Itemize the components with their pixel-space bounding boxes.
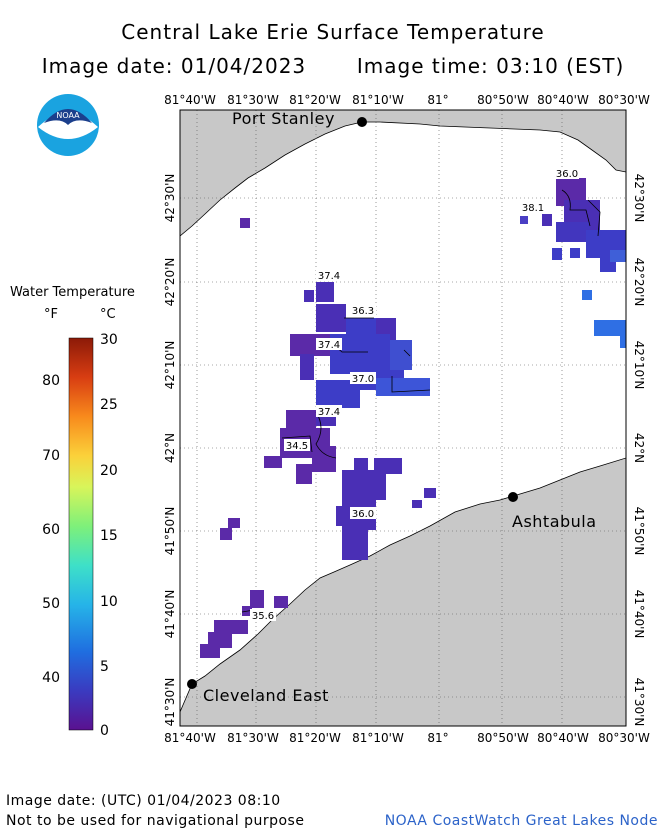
lat-label: 41°50'N <box>632 507 646 556</box>
legend-c-tick: 5 <box>100 659 109 675</box>
lat-label: 42°30'N <box>632 174 646 223</box>
contour-labels: 36.0 38.1 37.4 36.3 37.4 37.0 37.4 34.5 … <box>250 167 579 622</box>
lat-label: 41°30'N <box>163 678 177 727</box>
place-port-stanley: Port Stanley <box>232 109 335 128</box>
land-canada <box>180 110 626 237</box>
lat-label: 41°40'N <box>163 590 177 639</box>
legend-unit-f: °F <box>44 307 58 322</box>
legend-c-tick: 25 <box>100 397 118 413</box>
lon-label: 80°30'W <box>598 731 650 745</box>
lat-labels-right: 42°30'N 42°20'N 42°10'N 42°N 41°50'N 41°… <box>632 174 646 727</box>
lon-label: 81°40'W <box>164 731 216 745</box>
contour-label: 35.6 <box>252 611 274 622</box>
lon-label: 80°50'W <box>477 731 529 745</box>
lon-label: 80°40'W <box>537 93 589 107</box>
legend-f-tick: 40 <box>42 670 60 686</box>
footer-disclaimer: Not to be used for navigational purpose <box>6 813 305 829</box>
image-date-time: Image date: 01/04/2023 Image time: 03:10… <box>0 54 666 78</box>
map-title: Central Lake Erie Surface Temperature <box>121 20 545 44</box>
temperature-patches <box>200 178 626 658</box>
contour-label: 37.4 <box>318 340 340 351</box>
place-ashtabula: Ashtabula <box>512 512 597 531</box>
lat-label: 41°50'N <box>163 507 177 556</box>
lon-label: 81°20'W <box>289 731 341 745</box>
legend-f-tick: 50 <box>42 596 60 612</box>
place-cleveland-east: Cleveland East <box>203 686 329 705</box>
footer-credit: NOAA CoastWatch Great Lakes Node <box>384 813 658 829</box>
legend-f-tick: 80 <box>42 373 60 389</box>
cleveland-east-marker-icon <box>187 679 197 689</box>
lat-labels-left: 42°30'N 42°20'N 42°10'N 42°N 41°50'N 41°… <box>163 174 177 727</box>
image-date: Image date: 01/04/2023 <box>41 54 307 78</box>
ashtabula-marker-icon <box>508 492 518 502</box>
lat-label: 41°40'N <box>632 590 646 639</box>
lon-label: 81°40'W <box>164 93 216 107</box>
legend-c-tick: 15 <box>100 528 118 544</box>
lat-label: 42°10'N <box>632 341 646 390</box>
legend-c-tick: 30 <box>100 332 118 348</box>
legend-f-tick: 70 <box>42 448 60 464</box>
lat-label: 42°N <box>632 433 646 463</box>
legend-f-tick: 60 <box>42 522 60 538</box>
noaa-logo-icon: NOAA <box>37 94 99 156</box>
legend-title: Water Temperature <box>10 285 135 300</box>
lat-label: 41°30'N <box>632 678 646 727</box>
contour-label: 38.1 <box>522 203 544 214</box>
legend-unit-c: °C <box>100 307 116 322</box>
image-time: Image time: 03:10 (EST) <box>356 54 625 78</box>
lake-erie-map: 36.0 38.1 37.4 36.3 37.4 37.0 37.4 34.5 … <box>163 93 650 745</box>
port-stanley-marker-icon <box>357 117 367 127</box>
lat-label: 42°20'N <box>632 258 646 307</box>
contour-label: 36.0 <box>352 509 374 520</box>
contour-label: 37.4 <box>318 407 340 418</box>
land-usa <box>180 457 626 726</box>
logo-text: NOAA <box>56 111 80 120</box>
lon-label: 81° <box>427 731 448 745</box>
lon-label: 81°10'W <box>352 93 404 107</box>
lon-label: 80°40'W <box>537 731 589 745</box>
contour-label: 36.3 <box>352 306 374 317</box>
lat-label: 42°20'N <box>163 258 177 307</box>
lon-label: 81°10'W <box>352 731 404 745</box>
legend-c-tick: 20 <box>100 463 118 479</box>
lon-label: 81°20'W <box>289 93 341 107</box>
lon-labels-top: 81°40'W 81°30'W 81°20'W 81°10'W 81° 80°5… <box>164 93 650 107</box>
contour-label: 34.5 <box>286 441 308 452</box>
lat-label: 42°10'N <box>163 341 177 390</box>
lon-label: 81° <box>427 93 448 107</box>
lon-label: 80°50'W <box>477 93 529 107</box>
lon-label: 80°30'W <box>598 93 650 107</box>
legend-c-tick: 0 <box>100 723 109 739</box>
lon-label: 81°30'W <box>227 93 279 107</box>
contour-label: 36.0 <box>556 169 578 180</box>
lon-label: 81°30'W <box>227 731 279 745</box>
lon-labels-bottom: 81°40'W 81°30'W 81°20'W 81°10'W 81° 80°5… <box>164 731 650 745</box>
lat-label: 42°N <box>163 433 177 463</box>
lat-label: 42°30'N <box>163 174 177 223</box>
footer-utc-date: Image date: (UTC) 01/04/2023 08:10 <box>6 793 281 809</box>
contour-label: 37.4 <box>318 271 340 282</box>
legend-colorbar: 80 70 60 50 40 30 25 20 15 10 5 0 <box>42 332 118 739</box>
legend-c-tick: 10 <box>100 594 118 610</box>
contour-label: 37.0 <box>352 374 374 385</box>
